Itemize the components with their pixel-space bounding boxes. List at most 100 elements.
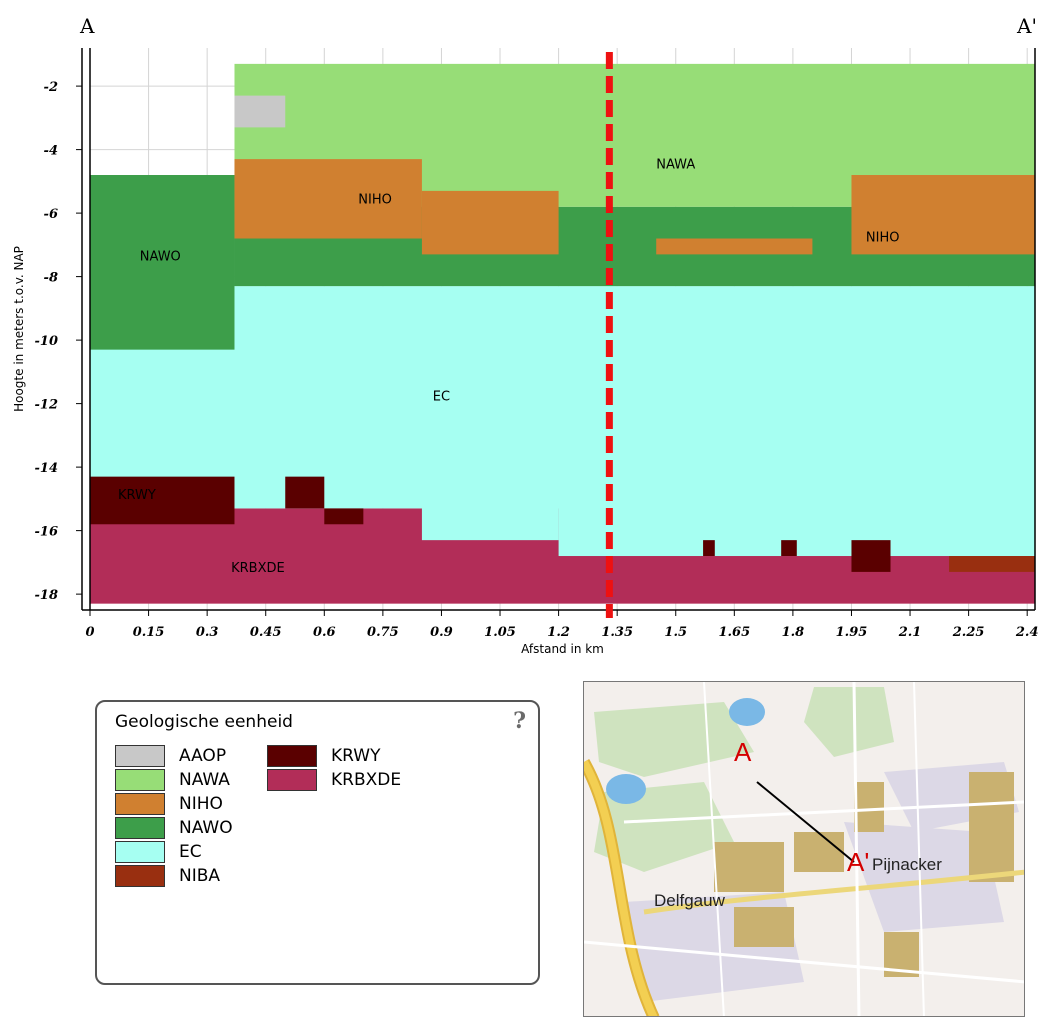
map-highway	[584, 760, 658, 1016]
legend-item-niba: NIBA	[115, 863, 220, 889]
map-water	[606, 774, 646, 804]
x-tick-label: 0	[85, 625, 94, 640]
legend-label: AAOP	[179, 746, 227, 766]
unit-label-nawa: NAWA	[656, 158, 695, 173]
geo-unit-cell-krwy	[324, 508, 364, 525]
y-tick-label: -10	[35, 334, 59, 349]
cross-section-chart: NAWA NIHO NIHO NAWO EC KRWY KRBXDE 0 0.15 0.3 0.45…	[12, 14, 1039, 656]
geo-unit-cell-niba	[949, 556, 1035, 572]
legend-panel: Geologische eenheid ? AAOP NAWA NIHO NAWO EC…	[95, 700, 540, 985]
geo-unit-cell-ec	[90, 355, 235, 477]
geo-unit-cell-ec	[90, 286, 1035, 509]
map-industrial-block	[794, 832, 844, 872]
legend-item-krwy: KRWY	[267, 743, 380, 769]
map-road	[584, 940, 1024, 984]
legend-label: NIBA	[179, 866, 221, 886]
map-green-area	[804, 687, 894, 757]
section-start-marker: A	[734, 737, 752, 767]
help-icon[interactable]: ?	[513, 708, 526, 734]
map-water	[729, 698, 765, 726]
legend-swatch	[115, 865, 165, 887]
x-tick-label: 0.75	[367, 625, 399, 640]
x-tick-label: 0.15	[133, 625, 165, 640]
map-road	[852, 682, 861, 1016]
geo-unit-cell-niho	[656, 238, 813, 255]
x-tick-label: 1.95	[836, 625, 868, 640]
geo-unit-cell-ec	[421, 476, 559, 541]
geo-unit-cell-krwy	[781, 540, 797, 557]
y-tick-label: -14	[35, 461, 59, 476]
map-industrial-block	[969, 772, 1014, 882]
x-tick-label: 1.05	[484, 625, 516, 640]
map-urban-area	[844, 822, 1004, 932]
x-tick-label: 1.8	[782, 625, 805, 640]
y-axis-label: Hoogte in meters t.o.v. NAP	[12, 246, 26, 412]
x-tick-label: 2.25	[952, 625, 985, 640]
x-tick-label: 2.4	[1015, 625, 1039, 640]
section-start-label: A	[79, 14, 95, 38]
map-industrial-block	[734, 907, 794, 947]
unit-label-ec: EC	[433, 389, 450, 404]
y-tick-label: -16	[35, 525, 59, 540]
location-map[interactable]: A A' Pijnacker Delfgauw	[583, 681, 1025, 1017]
geo-unit-cell-aaop	[234, 95, 286, 128]
place-label-delfgauw: Delfgauw	[654, 891, 725, 910]
legend-swatch	[267, 769, 317, 791]
unit-label-nawo: NAWO	[140, 250, 181, 265]
y-tick-label: -8	[44, 271, 58, 286]
geo-unit-cell-niho	[421, 190, 559, 255]
legend-item-niho: NIHO	[115, 791, 223, 817]
y-tick-label: -4	[44, 144, 58, 159]
geo-unit-cell-krwy	[851, 540, 891, 572]
geo-unit-cell-krwy	[703, 540, 715, 557]
map-road	[623, 800, 1024, 824]
unit-label-krbxde: KRBXDE	[231, 561, 285, 576]
legend-item-krbxde: KRBXDE	[267, 767, 401, 793]
x-tick-label: 2.1	[898, 625, 922, 640]
legend-swatch	[267, 745, 317, 767]
y-tick-label: -2	[44, 80, 58, 95]
geo-unit-cell-krwy	[285, 476, 325, 509]
x-tick-label: 1.35	[601, 625, 633, 640]
legend-swatch	[115, 793, 165, 815]
map-industrial-block	[854, 782, 884, 832]
section-line	[756, 781, 855, 863]
x-tick-label: 0.3	[196, 625, 219, 640]
legend-swatch	[115, 745, 165, 767]
map-road	[643, 869, 1024, 915]
unit-label-krwy: KRWY	[118, 488, 156, 503]
map-green-area	[594, 782, 734, 872]
unit-label-niho: NIHO	[358, 193, 392, 208]
map-green-area	[594, 702, 754, 777]
x-tick-label: 0.6	[313, 625, 336, 640]
legend-label: KRBXDE	[331, 770, 402, 790]
map-road	[913, 682, 925, 1016]
legend-label: NIHO	[179, 794, 223, 814]
x-tick-label: 0.9	[430, 625, 453, 640]
y-tick-label: -18	[35, 588, 59, 603]
geo-unit-cell-krwy	[90, 476, 235, 525]
legend-label: NAWA	[179, 770, 230, 790]
unit-label-niho: NIHO	[866, 231, 900, 246]
section-end-label: A'	[1016, 14, 1037, 38]
legend-item-nawa: NAWA	[115, 767, 230, 793]
x-axis-label: Afstand in km	[521, 642, 604, 656]
geo-unit-cell-nawo	[90, 175, 235, 350]
geo-unit-cell-niho	[851, 175, 1035, 255]
place-label-pijnacker: Pijnacker	[872, 855, 942, 874]
legend-item-ec: EC	[115, 839, 202, 865]
legend-label: KRWY	[331, 746, 381, 766]
map-industrial-block	[714, 842, 784, 892]
legend-swatch	[115, 841, 165, 863]
geo-unit-cell-niho	[234, 159, 422, 239]
x-tick-label: 1.2	[547, 625, 570, 640]
legend-title: Geologische eenheid	[115, 712, 293, 732]
legend-swatch	[115, 769, 165, 791]
y-tick-label: -12	[35, 398, 59, 413]
y-tick-label: -6	[44, 207, 58, 222]
x-tick-label: 1.65	[718, 625, 750, 640]
x-tick-label: 0.45	[250, 625, 282, 640]
x-tick-label: 1.5	[664, 625, 687, 640]
legend-item-aaop: AAOP	[115, 743, 226, 769]
legend-label: NAWO	[179, 818, 233, 838]
